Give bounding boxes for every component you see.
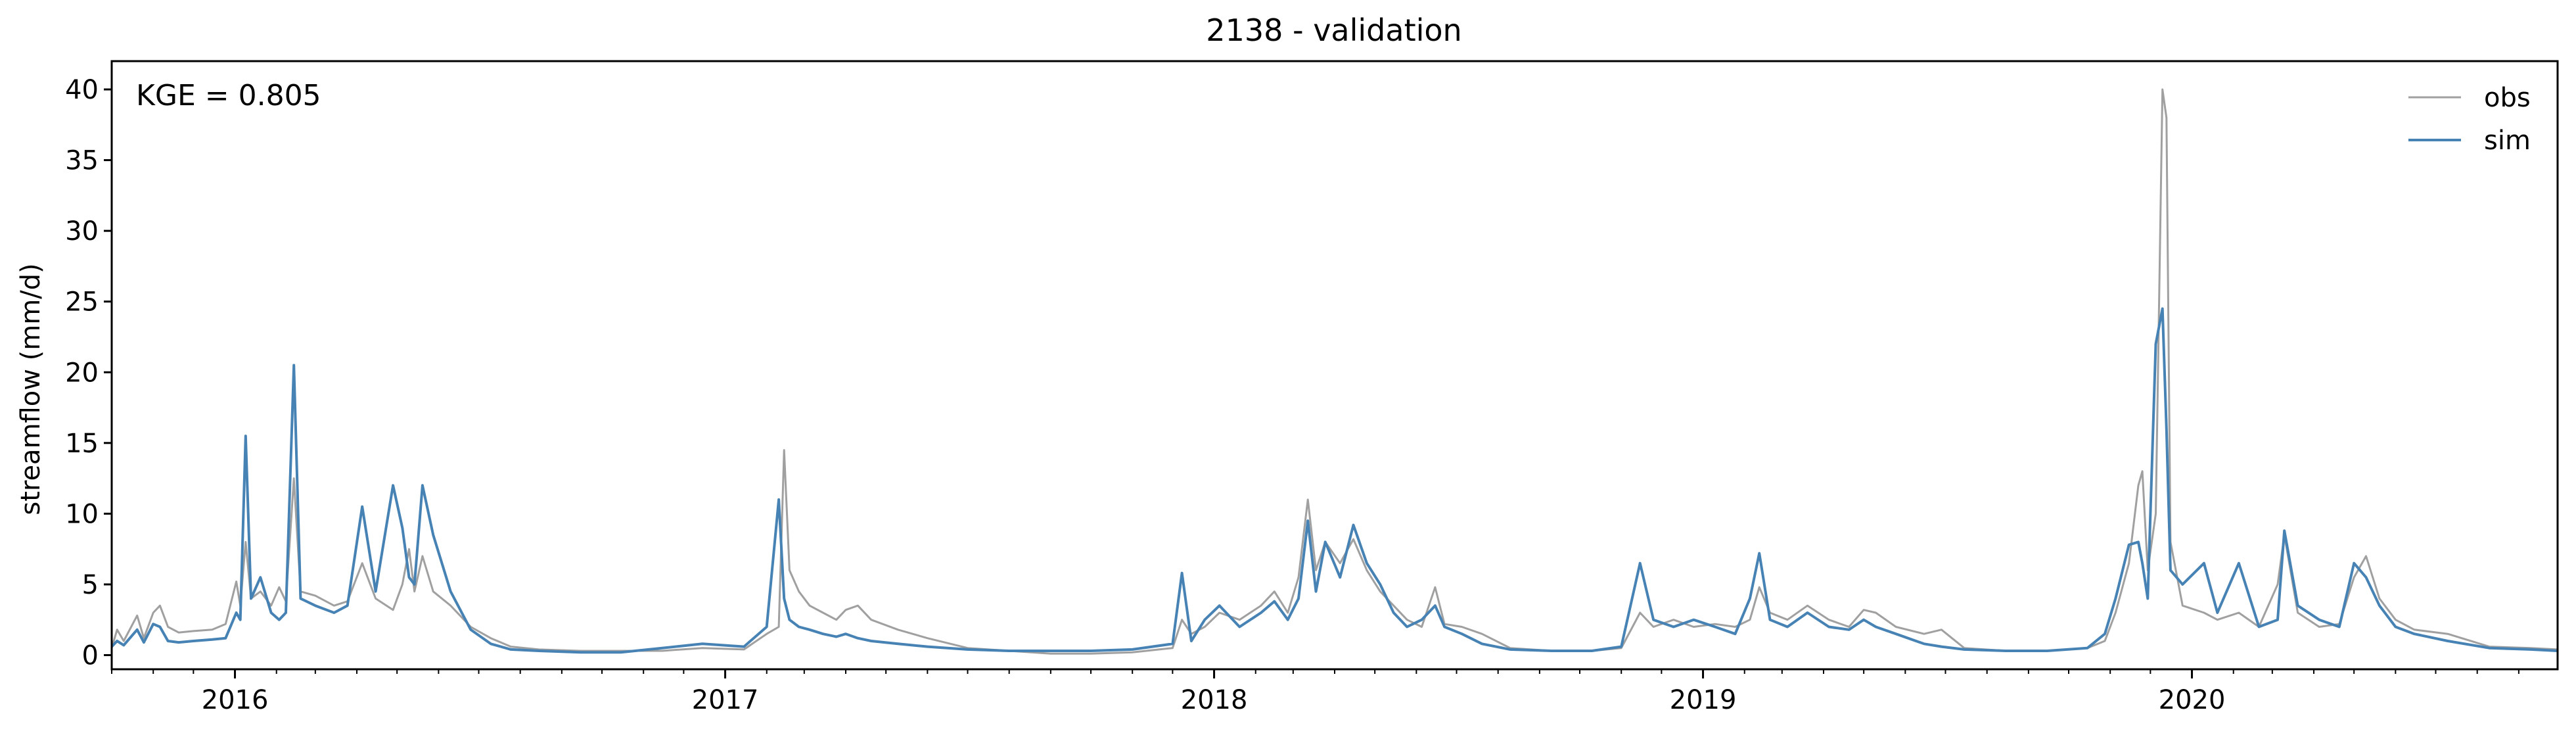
plot-lines <box>110 88 2558 655</box>
legend: obs sim <box>2408 83 2531 156</box>
legend-label-obs: obs <box>2484 83 2531 113</box>
y-tick-label: 40 <box>65 75 99 105</box>
plot-frame <box>110 60 2559 671</box>
x-tick-label: 2019 <box>1670 685 1737 715</box>
y-tick-label: 25 <box>65 287 99 318</box>
y-axis: 0 5 10 15 20 25 30 35 40 <box>65 75 112 671</box>
y-tick-label: 35 <box>65 146 99 176</box>
y-tick-label: 30 <box>65 216 99 247</box>
chart-title: 2138 - validation <box>1206 12 1461 48</box>
x-axis: 2016 2017 2018 2019 2020 <box>111 669 2519 715</box>
x-tick-label: 2018 <box>1181 685 1248 715</box>
y-tick-label: 10 <box>65 499 99 529</box>
x-tick-label: 2017 <box>692 685 759 715</box>
kge-annotation: KGE = 0.805 <box>136 79 321 112</box>
y-tick-label: 5 <box>82 570 99 600</box>
x-tick-label: 2016 <box>202 685 269 715</box>
series-line-sim <box>110 307 2558 654</box>
y-tick-label: 15 <box>65 429 99 459</box>
y-axis-label: streamflow (mm/d) <box>16 263 46 515</box>
series-line-obs <box>110 88 2558 655</box>
x-tick-label: 2020 <box>2159 685 2226 715</box>
y-tick-label: 20 <box>65 358 99 388</box>
legend-label-sim: sim <box>2484 126 2531 156</box>
y-tick-label: 0 <box>82 640 99 671</box>
